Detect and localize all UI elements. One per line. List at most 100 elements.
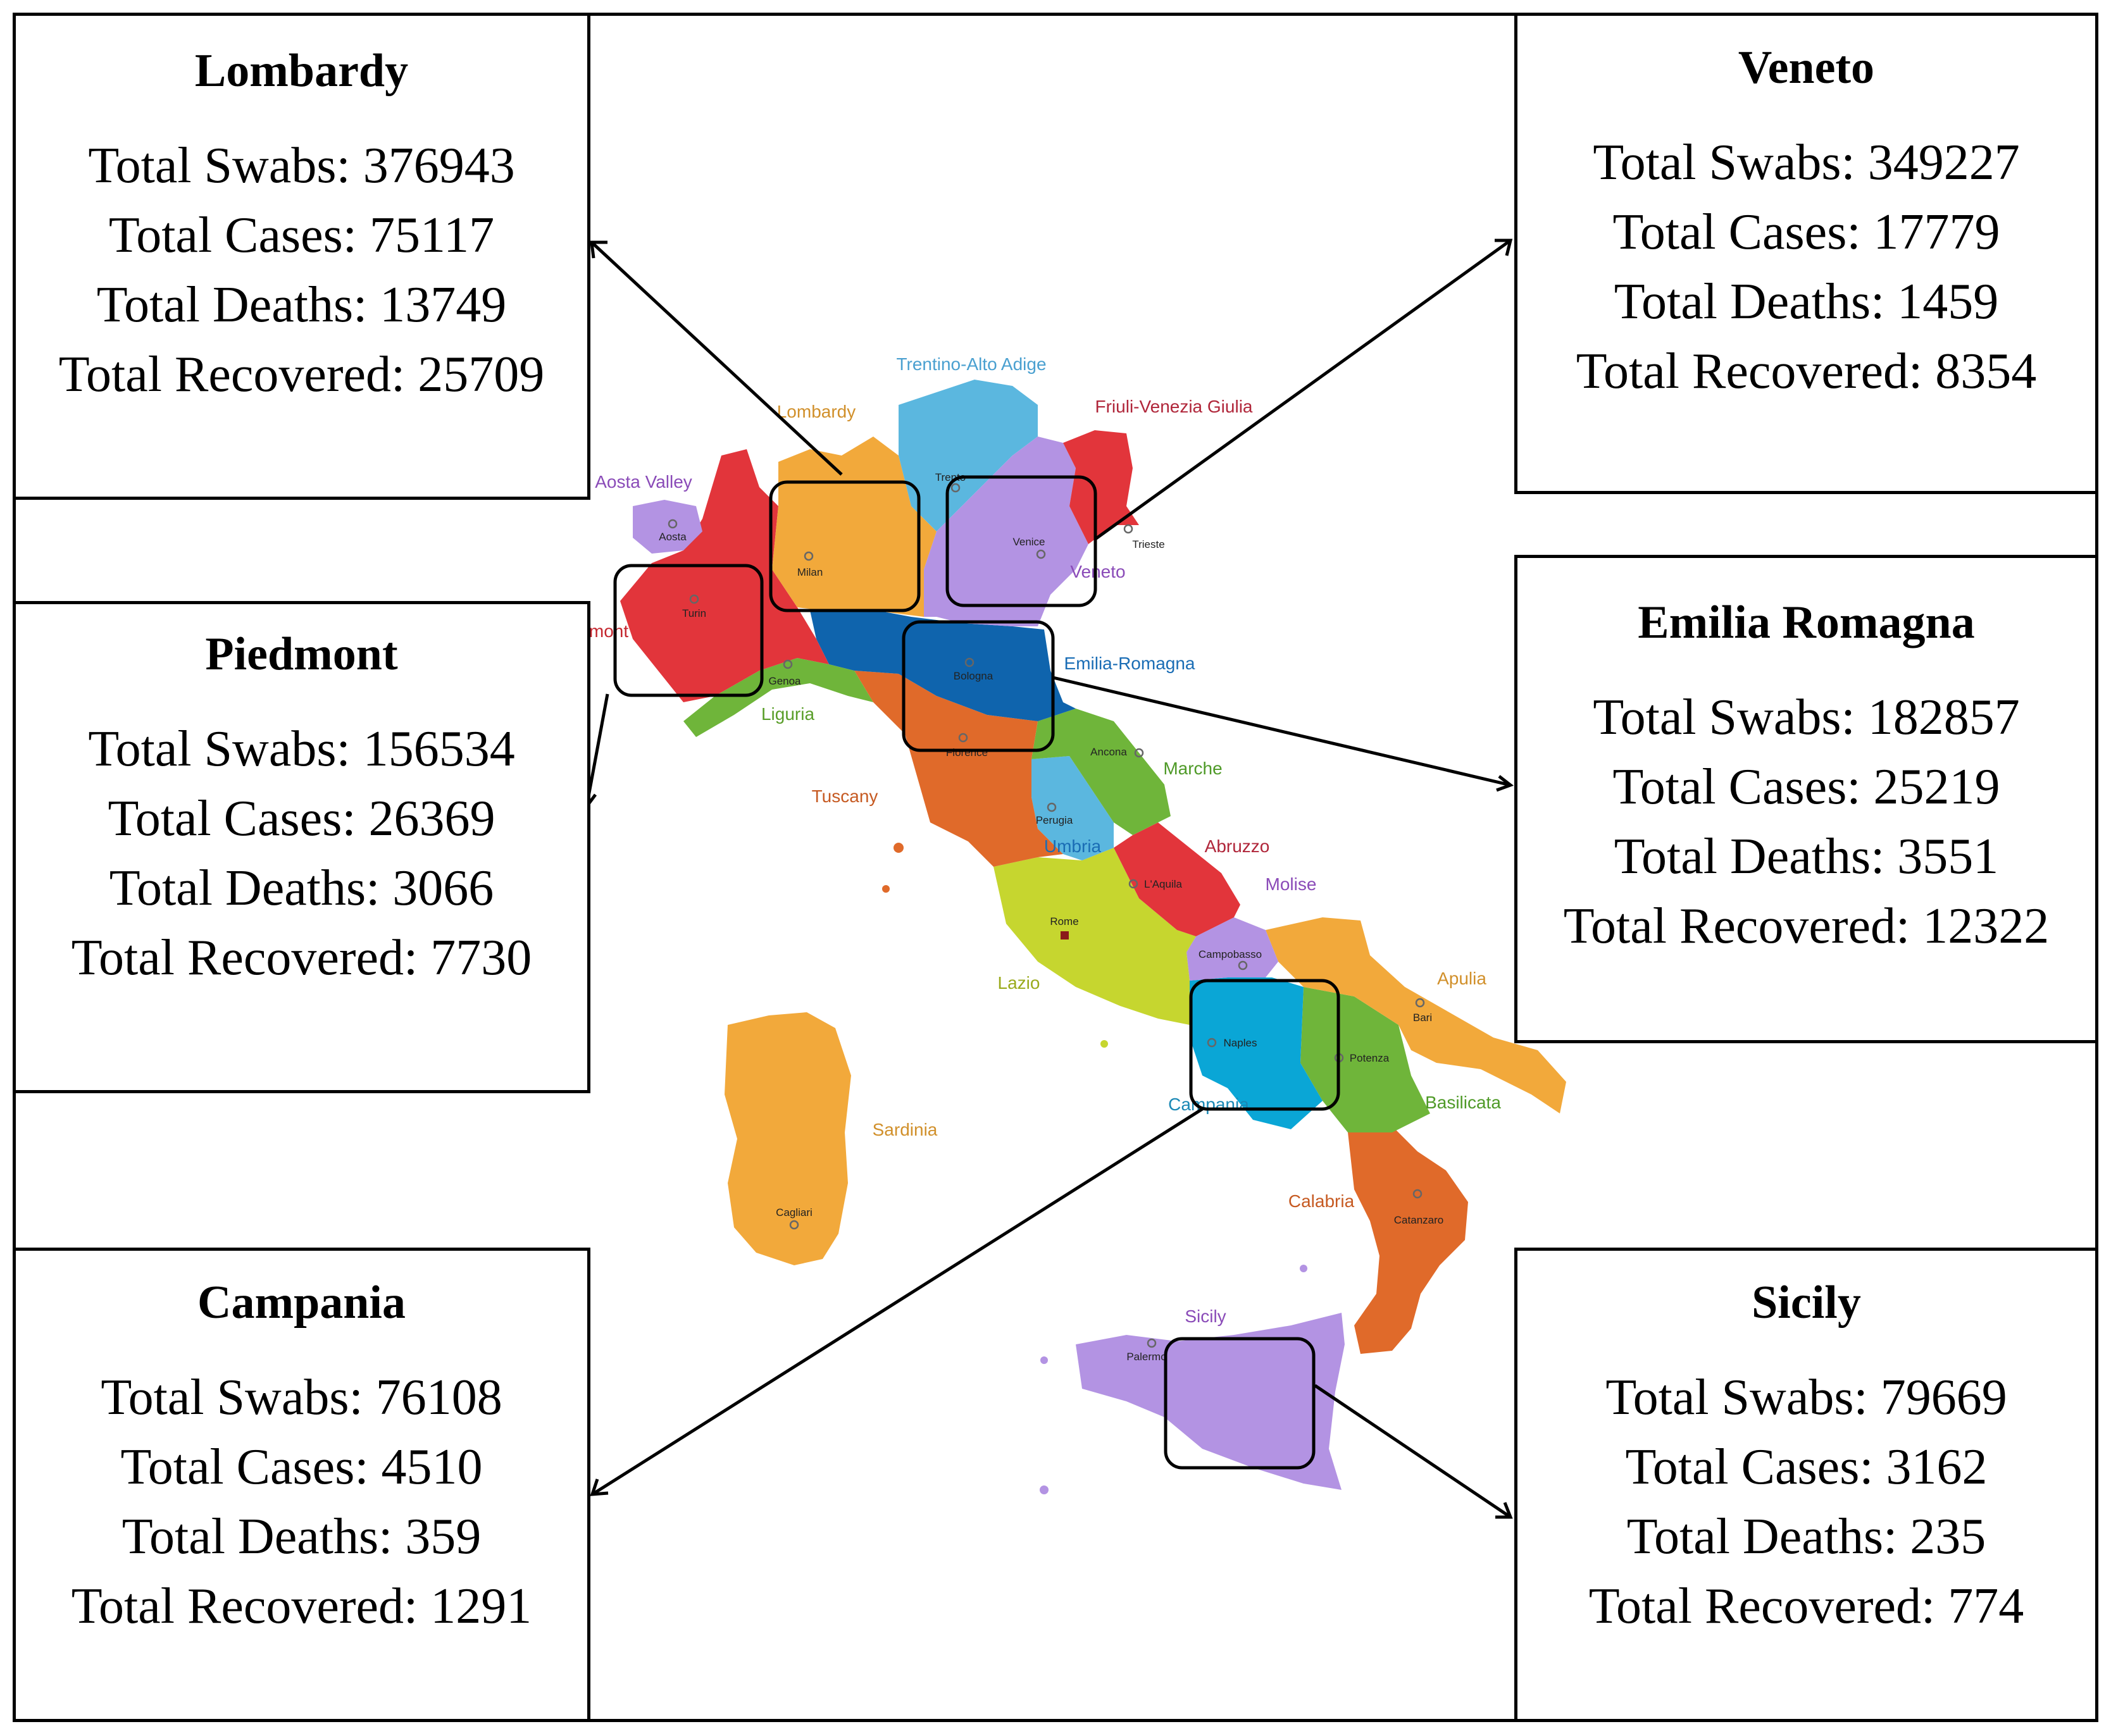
panel-sicily: Sicily Total Swabs: 79669 Total Cases: 3… [1514,1248,2098,1722]
panel-title: Lombardy [194,45,409,97]
region-veneto [924,437,1088,626]
city-bari: Bari [1413,1012,1432,1024]
highlight-box-piedmont [613,564,764,697]
arrow-emilia [1052,676,1511,787]
island-marker [1100,1040,1108,1048]
label-aosta-valley: Aosta Valley [595,472,692,492]
city-perugia: Perugia [1036,814,1073,826]
region-trentino [899,380,1038,531]
label-trentino: Trentino-Alto Adige [896,354,1046,374]
label-sicily: Sicily [1185,1306,1226,1326]
city-dot [668,519,678,529]
label-abruzzo: Abruzzo [1205,836,1270,856]
arrowhead-lombardy [590,240,607,259]
panel-title: Sicily [1752,1277,1861,1329]
total-recovered: Total Recovered: 12322 [1563,898,2050,954]
region-lazio [993,848,1196,1025]
total-swabs: Total Swabs: 182857 [1593,690,2020,745]
label-molise: Molise [1266,874,1317,894]
region-abruzzo [1114,822,1240,936]
arrow-veneto [1094,239,1512,541]
label-marche: Marche [1163,759,1222,778]
highlight-box-veneto [945,475,1097,607]
region-basilicata [1300,987,1430,1132]
label-piedmont: mont [589,621,628,641]
region-tuscany [854,671,1063,867]
label-veneto: Veneto [1070,562,1125,581]
region-liguria [683,658,873,737]
region-emilia [810,607,1076,721]
city-ancona: Ancona [1090,746,1127,758]
region-molise [1186,917,1278,981]
total-swabs: Total Swabs: 156534 [88,721,515,777]
city-campobasso: Campobasso [1199,948,1262,960]
city-laquila: L'Aquila [1144,878,1183,890]
region-calabria [1348,1120,1468,1354]
arrowhead-sicily [1495,1502,1513,1519]
total-cases: Total Cases: 25219 [1612,759,2000,815]
city-bologna: Bologna [954,670,993,682]
label-sardinia: Sardinia [873,1120,938,1139]
city-dot [689,594,699,604]
label-campania: Campania [1168,1094,1249,1114]
city-dot [1047,802,1057,812]
total-cases: Total Cases: 3162 [1625,1439,1988,1495]
label-friuli: Friuli-Venezia Giulia [1095,397,1253,416]
label-calabria: Calabria [1288,1191,1355,1211]
panel-veneto: Veneto Total Swabs: 349227 Total Cases: … [1514,13,2098,494]
city-dot [1134,748,1144,758]
total-deaths: Total Deaths: 3551 [1614,829,1999,884]
island-marker [1040,1356,1048,1364]
panel-title: Piedmont [205,628,398,680]
region-marche [1031,709,1171,835]
city-dot [804,551,814,561]
region-aosta [633,500,702,554]
label-tuscany: Tuscany [812,786,878,806]
city-dot [1238,960,1248,970]
panel-campania: Campania Total Swabs: 76108 Total Cases:… [13,1248,590,1722]
region-piedmont [620,449,829,702]
highlight-box-sicily [1164,1337,1316,1470]
total-cases: Total Cases: 4510 [120,1439,483,1495]
city-catanzaro: Catanzaro [1394,1214,1443,1226]
label-apulia: Apulia [1437,969,1486,988]
city-palermo: Palermo [1126,1351,1166,1363]
total-deaths: Total Deaths: 235 [1626,1509,1986,1565]
total-swabs: Total Swabs: 79669 [1605,1370,2007,1425]
total-swabs: Total Swabs: 76108 [101,1370,502,1425]
region-sicily [1076,1313,1345,1490]
panel-title: Campania [197,1277,406,1329]
city-trento: Trento [935,471,966,483]
city-dot [958,733,968,743]
city-dot [1128,879,1138,889]
city-dot [1412,1189,1423,1199]
city-florence: Florence [946,747,988,759]
city-trieste: Trieste [1132,538,1164,550]
label-lazio: Lazio [998,973,1040,993]
label-umbria: Umbria [1044,836,1102,856]
city-potenza: Potenza [1350,1052,1390,1064]
total-deaths: Total Deaths: 359 [121,1509,482,1565]
panel-piedmont: Piedmont Total Swabs: 156534 Total Cases… [13,601,590,1093]
city-dot [1415,998,1425,1008]
city-milan: Milan [797,566,823,578]
city-dot [1123,524,1133,534]
city-dot [783,659,793,669]
city-dot [789,1220,799,1230]
city-dot [950,483,961,493]
region-campania [1190,977,1323,1129]
total-recovered: Total Recovered: 7730 [71,930,532,986]
city-genoa: Genoa [768,675,801,687]
arrowhead-campania [590,1479,609,1496]
highlight-box-emilia [902,620,1055,752]
total-recovered: Total Recovered: 1291 [71,1578,532,1634]
label-lombardy: Lombardy [777,402,856,421]
region-sardinia [725,1012,851,1265]
label-emilia: Emilia-Romagna [1064,654,1195,673]
highlight-box-campania [1189,979,1340,1111]
region-apulia [1266,917,1566,1113]
arrowhead-veneto [1495,239,1513,256]
panel-emilia-romagna: Emilia Romagna Total Swabs: 182857 Total… [1514,555,2098,1043]
total-deaths: Total Deaths: 3066 [109,860,494,916]
